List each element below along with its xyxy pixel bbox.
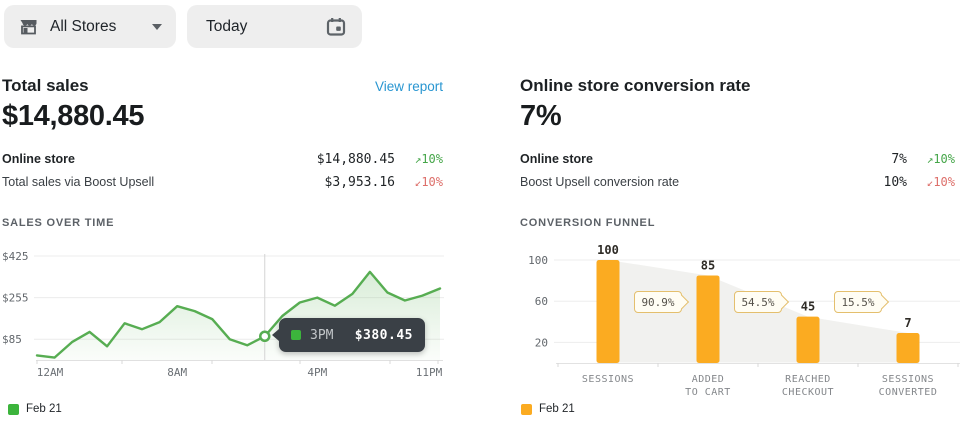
- funnel-conversion-badge: 54.5%: [734, 291, 782, 313]
- svg-text:45: 45: [801, 300, 815, 314]
- delta-value: 10%: [933, 175, 955, 189]
- funnel-category-label: REACHED CHECKOUT: [781, 374, 835, 398]
- delta-value: 10%: [933, 152, 955, 166]
- tooltip-time: 3PM: [310, 327, 334, 343]
- sales-legend-label: Feb 21: [26, 403, 62, 415]
- svg-text:100: 100: [597, 243, 619, 257]
- funnel-category-labels: SESSIONS ADDED TO CART REACHED CHECKOUT SESSI…: [558, 373, 958, 399]
- svg-text:85: 85: [701, 258, 715, 272]
- svg-text:8AM: 8AM: [167, 366, 187, 379]
- conversion-funnel-title: CONVERSION FUNNEL: [520, 217, 656, 229]
- delta-value: 10%: [421, 175, 443, 189]
- badge-value: 54.5%: [741, 295, 775, 309]
- svg-text:$255: $255: [2, 292, 29, 305]
- metric-value: $14,880.45: [316, 152, 395, 167]
- delta-value: 10%: [421, 152, 443, 166]
- arrow-up-icon: ↗: [414, 153, 422, 166]
- metric-delta-up: ↗10%: [395, 152, 443, 166]
- store-selector-button[interactable]: All Stores: [4, 5, 176, 48]
- funnel-category-label: SESSIONS CONVERTED: [878, 374, 938, 398]
- funnel-category-label: ADDED TO CART: [685, 374, 731, 398]
- funnel-category-label: SESSIONS: [581, 374, 635, 385]
- metric-label: Total sales via Boost Upsell: [2, 175, 155, 189]
- metric-value: $3,953.16: [324, 175, 395, 190]
- conversion-rate-value: 7%: [520, 100, 562, 132]
- date-selector-label: Today: [206, 17, 248, 35]
- total-sales-value: $14,880.45: [2, 100, 145, 132]
- arrow-down-icon: ↙: [926, 176, 934, 189]
- badge-value: 15.5%: [841, 295, 875, 309]
- metric-row: Boost Upsell conversion rate 10% ↙10%: [520, 175, 955, 198]
- view-report-link[interactable]: View report: [374, 79, 443, 94]
- legend-swatch-green: [8, 403, 19, 415]
- metric-value: 7%: [891, 152, 907, 167]
- conversion-title: Online store conversion rate: [520, 76, 751, 95]
- metric-delta-up: ↗10%: [907, 152, 955, 166]
- svg-text:$425: $425: [2, 250, 29, 263]
- svg-text:$85: $85: [2, 333, 22, 346]
- conversion-metric-rows: Online store 7% ↗10% Boost Upsell conversio…: [520, 152, 955, 198]
- metric-label: Boost Upsell conversion rate: [520, 175, 680, 189]
- date-selector-button[interactable]: Today: [187, 5, 362, 48]
- total-sales-header: Total sales View report: [2, 76, 443, 96]
- metric-delta-down: ↙10%: [395, 175, 443, 189]
- total-sales-metric-rows: Online store $14,880.45 ↗10% Total sales vi…: [2, 152, 443, 198]
- svg-text:60: 60: [535, 295, 548, 308]
- funnel-conversion-badge: 15.5%: [834, 291, 882, 313]
- svg-text:20: 20: [535, 336, 548, 349]
- total-sales-title: Total sales: [2, 76, 89, 95]
- funnel-conversion-badge: 90.9%: [634, 291, 682, 313]
- svg-text:12AM: 12AM: [37, 366, 64, 379]
- tooltip-series-swatch: [291, 330, 301, 340]
- svg-text:100: 100: [528, 254, 548, 267]
- sales-over-time-chart[interactable]: $425 $255 $85 12AM 8AM 4PM 11PM: [0, 243, 450, 385]
- arrow-down-icon: ↙: [414, 176, 422, 189]
- arrow-up-icon: ↗: [926, 153, 934, 166]
- metric-label: Online store: [520, 152, 593, 166]
- svg-text:11PM: 11PM: [416, 366, 443, 379]
- legend-swatch-orange: [521, 403, 532, 415]
- funnel-legend-label: Feb 21: [539, 403, 575, 415]
- store-selector-label: All Stores: [50, 17, 117, 35]
- metric-value: 10%: [883, 175, 907, 190]
- conversion-funnel-chart[interactable]: 100 60 20 100 85 45 7: [520, 243, 960, 385]
- chart-tooltip: 3PM $380.45: [272, 318, 425, 352]
- funnel-legend: Feb 21: [521, 403, 575, 415]
- calendar-icon: [324, 15, 348, 39]
- metric-delta-down: ↙10%: [907, 175, 955, 189]
- svg-text:7: 7: [904, 316, 911, 330]
- tooltip-value: $380.45: [354, 327, 413, 343]
- badge-value: 90.9%: [641, 295, 675, 309]
- sales-legend: Feb 21: [8, 403, 62, 415]
- conversion-header: Online store conversion rate: [520, 76, 955, 96]
- metric-label: Online store: [2, 152, 75, 166]
- sales-over-time-title: SALES OVER TIME: [2, 217, 115, 229]
- storefront-icon: [18, 17, 39, 37]
- chevron-down-icon: [152, 23, 162, 30]
- metric-row: Online store $14,880.45 ↗10%: [2, 152, 443, 175]
- svg-text:4PM: 4PM: [307, 366, 327, 379]
- metric-row: Online store 7% ↗10%: [520, 152, 955, 175]
- metric-row: Total sales via Boost Upsell $3,953.16 ↙10…: [2, 175, 443, 198]
